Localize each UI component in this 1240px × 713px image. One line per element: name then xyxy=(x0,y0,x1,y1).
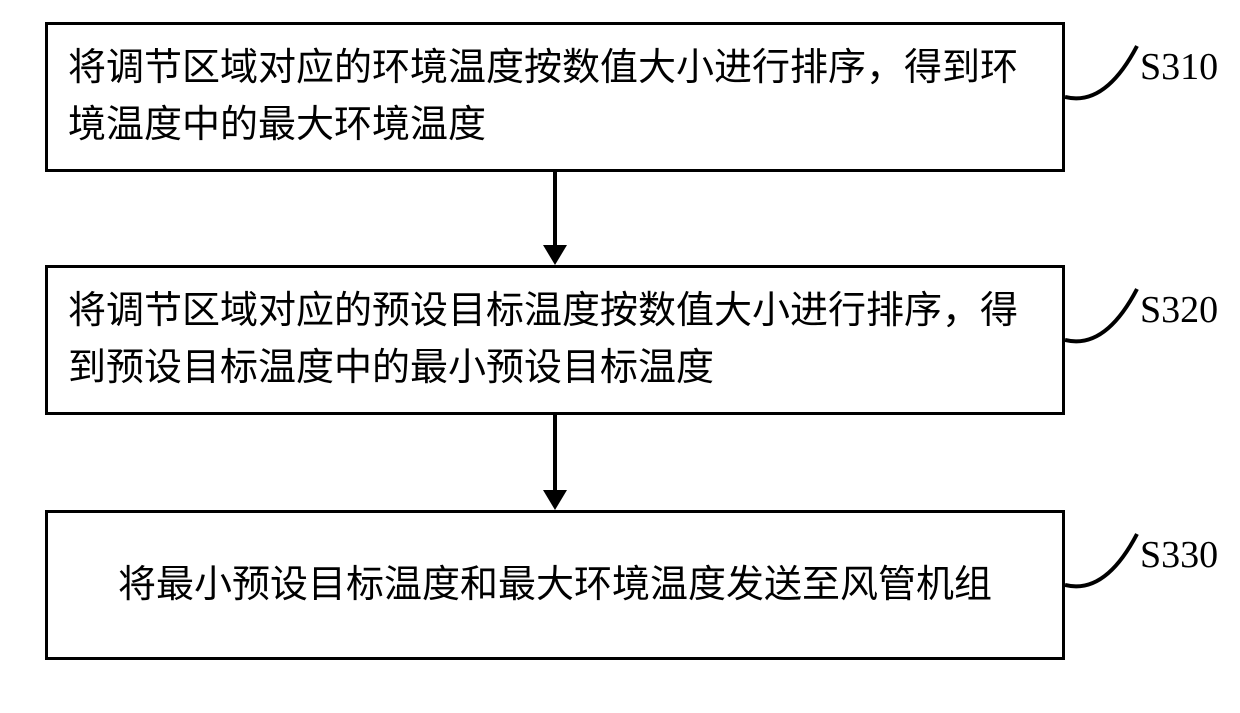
step-box-s310: 将调节区域对应的环境温度按数值大小进行排序，得到环境温度中的最大环境温度 xyxy=(45,22,1065,172)
step-label-s310: S310 xyxy=(1140,45,1218,89)
step-label-s330: S330 xyxy=(1140,533,1218,577)
step-text-s310: 将调节区域对应的环境温度按数值大小进行排序，得到环境温度中的最大环境温度 xyxy=(68,40,1042,154)
step-box-s320: 将调节区域对应的预设目标温度按数值大小进行排序，得到预设目标温度中的最小预设目标… xyxy=(45,265,1065,415)
flowchart-canvas: 将调节区域对应的环境温度按数值大小进行排序，得到环境温度中的最大环境温度 S31… xyxy=(0,0,1240,713)
step-box-s330: 将最小预设目标温度和最大环境温度发送至风管机组 xyxy=(45,510,1065,660)
arrow-head-1 xyxy=(543,245,567,265)
step-text-s320: 将调节区域对应的预设目标温度按数值大小进行排序，得到预设目标温度中的最小预设目标… xyxy=(68,283,1042,397)
arrow-head-2 xyxy=(543,490,567,510)
arrow-line-2 xyxy=(553,415,557,490)
connector-curve-s310 xyxy=(1065,42,1145,112)
arrow-line-1 xyxy=(553,172,557,245)
connector-curve-s330 xyxy=(1065,530,1145,600)
step-label-s320: S320 xyxy=(1140,288,1218,332)
step-text-s330: 将最小预设目标温度和最大环境温度发送至风管机组 xyxy=(68,557,1042,614)
connector-curve-s320 xyxy=(1065,285,1145,355)
